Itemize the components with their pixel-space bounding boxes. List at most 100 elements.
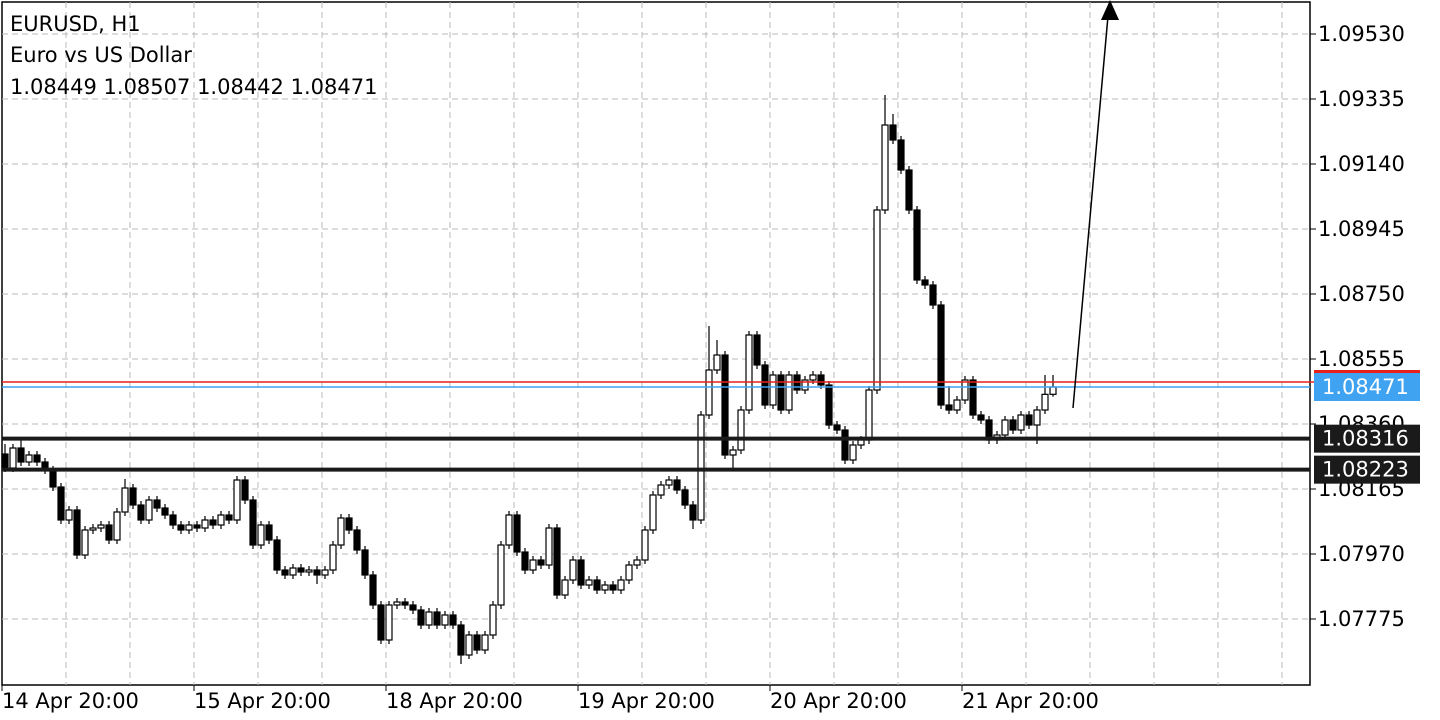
candle-body — [177, 524, 185, 531]
candle-body — [217, 514, 225, 526]
candle-body — [921, 279, 929, 286]
candle-body — [97, 524, 105, 529]
candle-body — [689, 504, 697, 521]
x-tick-label: 15 Apr 20:00 — [194, 689, 331, 713]
candle-body — [457, 624, 465, 656]
x-tick-label: 19 Apr 20:00 — [578, 689, 715, 713]
y-tick-label: 1.08750 — [1318, 282, 1405, 306]
arrow-head — [1101, 0, 1119, 20]
candle-body — [977, 414, 985, 421]
candle-body — [57, 486, 65, 521]
candle-body — [745, 334, 753, 411]
candle-body — [241, 479, 249, 501]
x-tick-label: 21 Apr 20:00 — [962, 689, 1099, 713]
ohlc-low: 1.08442 — [197, 75, 284, 99]
candle-body — [393, 601, 401, 606]
symbol-subtitle: Euro vs US Dollar — [10, 43, 192, 67]
candles — [1, 95, 1057, 664]
candle-body — [129, 487, 137, 506]
candle-body — [265, 524, 273, 541]
candle-body — [145, 499, 153, 521]
candle-body — [721, 354, 729, 456]
candle-body — [417, 609, 425, 626]
bid-label-box — [1314, 373, 1420, 401]
candle-body — [761, 364, 769, 406]
candle-body — [185, 524, 193, 531]
candle-body — [697, 414, 705, 521]
candle-body — [481, 634, 489, 651]
candle-body — [849, 444, 857, 461]
candle-body — [1041, 393, 1049, 411]
overlay: 1.08316 1.08223 1.08471 — [2, 370, 1420, 484]
candle-body — [857, 439, 865, 446]
candle-body — [1049, 386, 1057, 395]
candle-body — [633, 559, 641, 566]
candle-body — [113, 511, 121, 541]
candle-body — [49, 469, 57, 488]
candle-body — [961, 379, 969, 401]
candle-body — [1001, 419, 1009, 436]
candle-body — [497, 544, 505, 606]
candle-body — [873, 209, 881, 391]
candle-body — [121, 487, 129, 513]
candle-body — [169, 514, 177, 526]
candle-body — [913, 209, 921, 281]
candle-body — [577, 559, 585, 586]
candle-body — [1017, 414, 1025, 431]
candle-body — [609, 584, 617, 591]
candle-body — [953, 399, 961, 411]
candle-body — [777, 374, 785, 411]
candle-body — [601, 584, 609, 591]
candle-body — [817, 374, 825, 386]
candle-body — [809, 374, 817, 381]
candle-body — [905, 169, 913, 211]
candle-body — [569, 559, 577, 581]
candle-body — [937, 304, 945, 406]
candle-body — [649, 494, 657, 531]
candle-body — [865, 389, 873, 441]
x-tick-label: 14 Apr 20:00 — [2, 689, 139, 713]
candle-body — [361, 549, 369, 576]
candle-body — [785, 374, 793, 411]
candle-body — [65, 509, 73, 521]
candle-body — [521, 551, 529, 571]
candle-body — [233, 479, 241, 521]
candle-body — [289, 567, 297, 576]
candle-body — [313, 569, 321, 576]
candle-body — [841, 429, 849, 461]
candle-body — [465, 634, 473, 656]
ohlc-readout: 1.08449 1.08507 1.08442 1.08471 — [10, 75, 377, 99]
candle-body — [345, 517, 353, 531]
candle-body — [889, 124, 897, 141]
candle-body — [625, 564, 633, 581]
candle-body — [89, 527, 97, 531]
candle-body — [201, 519, 209, 529]
level-label-box — [1314, 424, 1420, 453]
y-tick-label: 1.07775 — [1318, 607, 1405, 631]
candle-body — [969, 379, 977, 416]
candle-body — [1, 453, 9, 469]
candle-body — [737, 409, 745, 451]
candle-body — [801, 379, 809, 391]
candle-body — [529, 559, 537, 571]
candle-body — [25, 454, 33, 463]
x-tick-label: 18 Apr 20:00 — [386, 689, 523, 713]
candle-body — [593, 579, 601, 591]
candle-body — [161, 507, 169, 516]
candle-body — [681, 489, 689, 506]
candle-body — [225, 514, 233, 521]
candle-body — [489, 604, 497, 636]
candle-body — [673, 479, 681, 491]
level-label: 1.08223 — [1322, 458, 1409, 482]
candle-body — [825, 384, 833, 426]
candle-body — [337, 517, 345, 546]
candle-body — [1009, 419, 1017, 431]
y-tick-label: 1.09335 — [1318, 87, 1405, 111]
y-tick-label: 1.07970 — [1318, 542, 1405, 566]
candle-body — [137, 504, 145, 521]
candle-body — [17, 447, 25, 463]
candle-body — [193, 524, 201, 529]
plot-frame — [1, 1, 1311, 686]
candle-body — [329, 544, 337, 571]
